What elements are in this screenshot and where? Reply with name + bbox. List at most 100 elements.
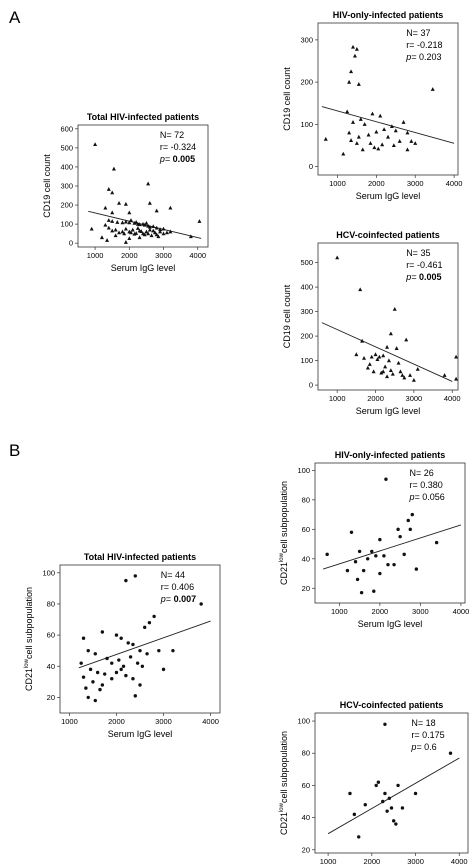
data-point [388, 331, 393, 336]
data-point [402, 375, 407, 380]
data-point [345, 109, 350, 114]
x-tick-label: 1000 [87, 251, 104, 260]
data-point [110, 190, 115, 195]
x-tick-label: 3000 [407, 179, 424, 188]
y-axis-label-main: CD21 [279, 812, 289, 835]
data-point [140, 664, 145, 668]
data-point [154, 208, 159, 213]
data-point [386, 134, 390, 139]
data-point [161, 231, 166, 236]
data-point [378, 571, 382, 576]
data-point [400, 806, 405, 810]
regression-line [321, 322, 453, 382]
data-point [135, 226, 140, 230]
stat-n: N= 72 [160, 130, 184, 140]
data-point [374, 783, 378, 788]
stat-p-value: 0.007 [171, 594, 196, 604]
data-point [349, 138, 354, 142]
data-point [88, 667, 93, 672]
data-point [138, 648, 142, 653]
data-point [374, 129, 379, 134]
data-point [385, 374, 390, 379]
x-tick-label: 1000 [329, 179, 346, 188]
panel-label-b: B [9, 441, 20, 460]
data-point [413, 141, 418, 145]
data-point [356, 82, 361, 86]
chart-title: HIV-only-infected patients [335, 450, 446, 460]
data-point [394, 822, 398, 826]
data-point [120, 220, 125, 225]
data-point [110, 661, 114, 665]
stat-p: p= 0.005 [159, 154, 195, 164]
stat-p-value: 0.6 [422, 742, 437, 752]
data-point [410, 512, 414, 517]
data-point [93, 142, 98, 147]
data-point [146, 231, 151, 236]
data-point [142, 232, 147, 237]
data-point [413, 791, 418, 796]
data-point [131, 677, 135, 681]
y-axis-label-superscript: low [24, 658, 30, 668]
data-point [154, 232, 159, 237]
data-point [380, 142, 385, 147]
y-axis-label-main: CD19 cell count [282, 67, 292, 131]
y-tick-label: 100 [60, 220, 73, 229]
data-point [396, 783, 400, 788]
data-point [89, 226, 94, 231]
chart-5: HIV-only-infected patients 1000 2000 3000 40… [279, 450, 469, 629]
data-point [127, 210, 132, 215]
data-point [382, 554, 386, 558]
data-point [391, 143, 396, 148]
data-point [361, 568, 366, 573]
y-tick-label: 600 [60, 124, 73, 133]
data-point [323, 136, 328, 141]
data-point [161, 226, 166, 231]
data-point [123, 226, 128, 231]
y-tick-label: 100 [42, 568, 55, 577]
data-point [115, 220, 120, 224]
data-point [106, 225, 111, 230]
data-point [351, 120, 355, 124]
data-point [383, 364, 388, 369]
x-tick-label: 4000 [189, 251, 206, 260]
data-point [93, 698, 97, 703]
data-point [93, 652, 97, 656]
data-point [126, 641, 130, 645]
data-point [144, 220, 149, 225]
data-point [378, 537, 382, 542]
y-axis-label: CD21lowcell subpopulation [279, 731, 289, 835]
data-point [377, 354, 382, 359]
data-point [147, 227, 152, 232]
data-point [111, 166, 116, 171]
x-tick-label: 3000 [412, 607, 429, 616]
stat-r: r= -0.461 [406, 260, 442, 270]
data-point [105, 238, 110, 242]
data-point [365, 365, 370, 370]
y-tick-label: 0 [309, 381, 313, 390]
data-point [341, 151, 346, 156]
stat-p: p= 0.6 [410, 742, 436, 752]
stat-r: r= 0.406 [161, 582, 194, 592]
data-point [352, 812, 357, 817]
plot-frame [317, 242, 459, 391]
data-point [103, 205, 108, 210]
data-point [145, 652, 149, 656]
data-point [158, 229, 163, 234]
y-axis-label-main: CD19 cell count [42, 154, 52, 218]
data-point [383, 722, 387, 726]
data-point [376, 146, 381, 151]
data-point [401, 120, 406, 124]
data-point [124, 673, 128, 678]
data-point [368, 141, 373, 145]
y-tick-label: 40 [302, 554, 310, 563]
data-point [370, 111, 375, 116]
x-tick-label: 3000 [155, 251, 172, 260]
regression-line [322, 524, 462, 570]
y-tick-label: 300 [300, 35, 313, 44]
y-tick-label: 80 [47, 599, 55, 608]
data-point [132, 220, 137, 225]
data-point [366, 132, 371, 137]
stat-r: r= -0.218 [406, 40, 442, 50]
y-tick-label: 20 [47, 693, 55, 702]
data-point [369, 354, 374, 359]
